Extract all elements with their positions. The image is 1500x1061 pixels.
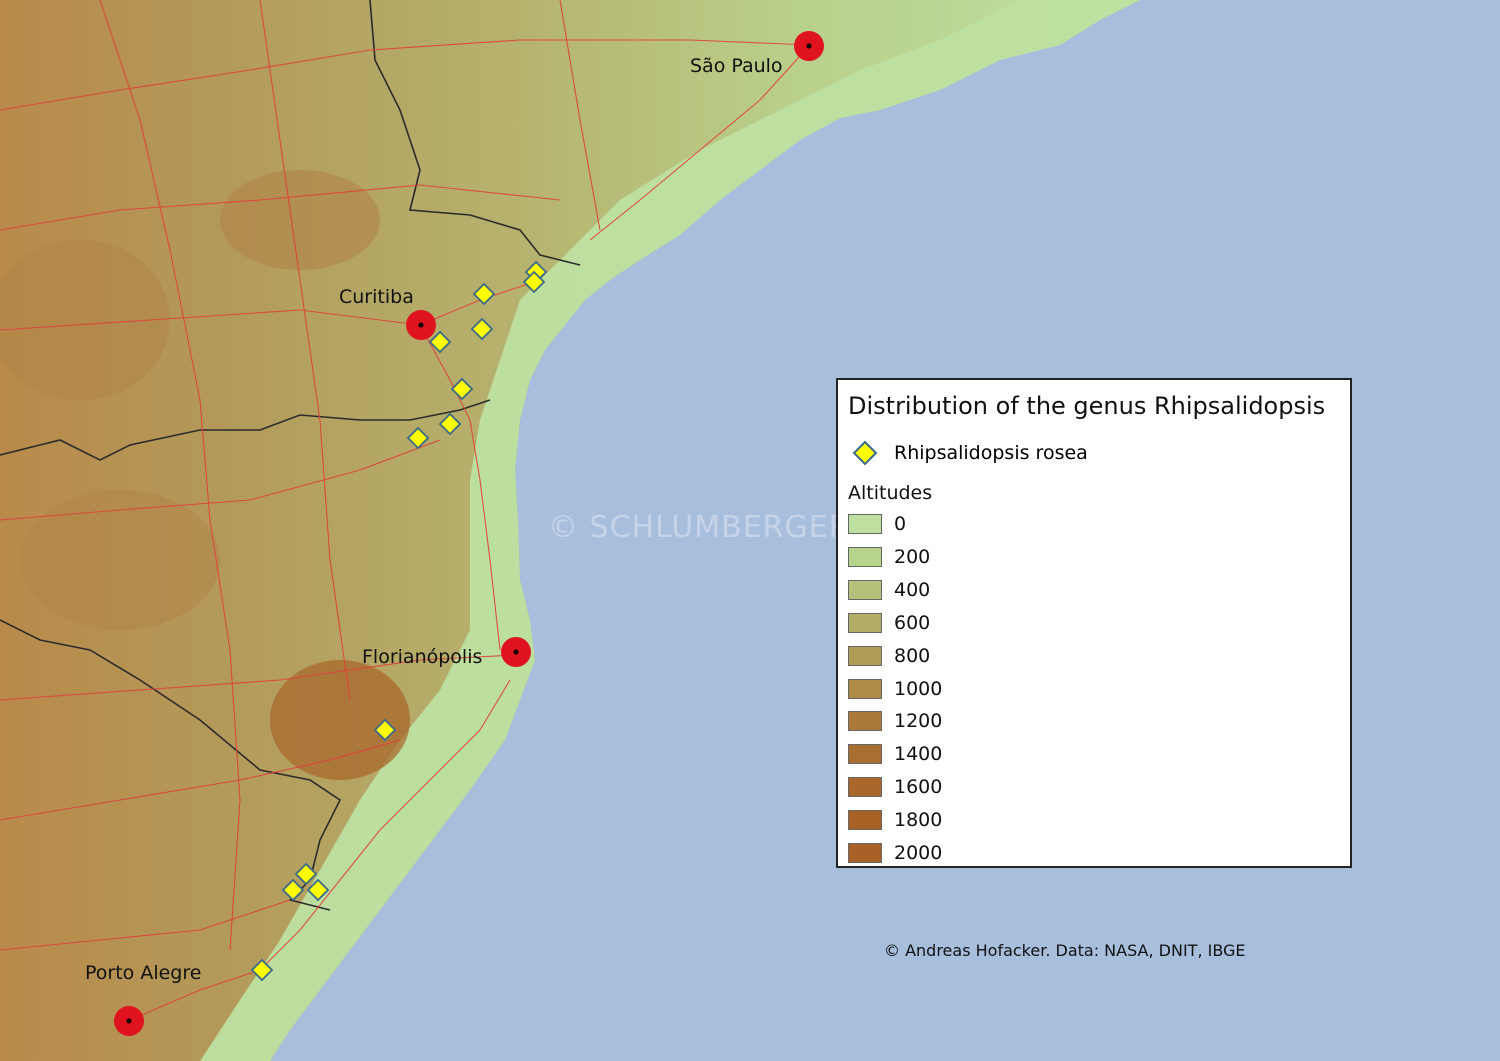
legend-species-label: Rhipsalidopsis rosea	[894, 442, 1088, 464]
city-marker-curitiba	[406, 310, 436, 340]
altitude-label: 1600	[894, 776, 943, 799]
altitude-label: 0	[894, 513, 907, 535]
species-marker	[472, 282, 496, 306]
altitude-swatch	[848, 843, 882, 863]
altitude-swatch	[848, 514, 882, 534]
map-legend: Distribution of the genus Rhipsalidopsis…	[836, 378, 1352, 868]
altitude-label: 1200	[894, 710, 943, 733]
species-marker	[470, 317, 494, 341]
roads	[0, 0, 811, 1021]
highland-patch	[220, 170, 380, 270]
altitude-label: 600	[894, 611, 931, 634]
altitude-swatch	[848, 612, 882, 633]
city-label-curitiba: Curitiba	[339, 286, 414, 308]
yellow-diamond-icon	[852, 440, 878, 466]
altitudes-header: Altitudes	[848, 482, 933, 504]
coastal-lowland	[200, 0, 1140, 1061]
altitude-swatch	[848, 645, 882, 666]
altitude-swatch	[848, 777, 882, 798]
species-marker	[281, 878, 305, 902]
species-marker	[450, 377, 474, 401]
altitude-swatch	[848, 744, 882, 765]
altitude-swatch	[848, 546, 882, 567]
species-marker	[406, 426, 430, 450]
species-marker	[373, 718, 397, 742]
species-marker	[306, 878, 330, 902]
city-marker-florianopolis	[501, 637, 531, 667]
species-marker	[438, 412, 462, 436]
city-label-porto-alegre: Porto Alegre	[85, 962, 202, 984]
highland-patch	[0, 240, 170, 400]
altitude-label: 200	[894, 545, 931, 568]
altitude-swatch	[848, 579, 882, 600]
altitude-swatch	[848, 678, 882, 699]
city-label-florianopolis: Florianópolis	[362, 646, 483, 668]
altitude-label: 800	[894, 644, 931, 667]
altitude-swatch	[848, 810, 882, 831]
species-marker	[522, 270, 546, 294]
city-label-sao-paulo: São Paulo	[690, 55, 783, 77]
altitude-label: 1800	[894, 809, 943, 832]
species-marker	[428, 330, 452, 354]
altitude-label: 2000	[894, 842, 943, 864]
species-marker	[294, 862, 318, 886]
legend-title: Distribution of the genus Rhipsalidopsis	[848, 392, 1326, 420]
altitude-swatch	[848, 711, 882, 732]
city-marker-sao-paulo	[794, 31, 824, 61]
highland-patch	[20, 490, 220, 630]
highland-patch	[270, 660, 410, 780]
altitude-label: 400	[894, 578, 931, 601]
credits-text: © Andreas Hofacker. Data: NASA, DNIT, IB…	[884, 941, 1246, 960]
species-marker	[250, 958, 274, 982]
altitude-label: 1400	[894, 743, 943, 766]
city-marker-porto-alegre	[114, 1006, 144, 1036]
altitude-label: 1000	[894, 677, 943, 700]
species-markers	[250, 260, 548, 982]
